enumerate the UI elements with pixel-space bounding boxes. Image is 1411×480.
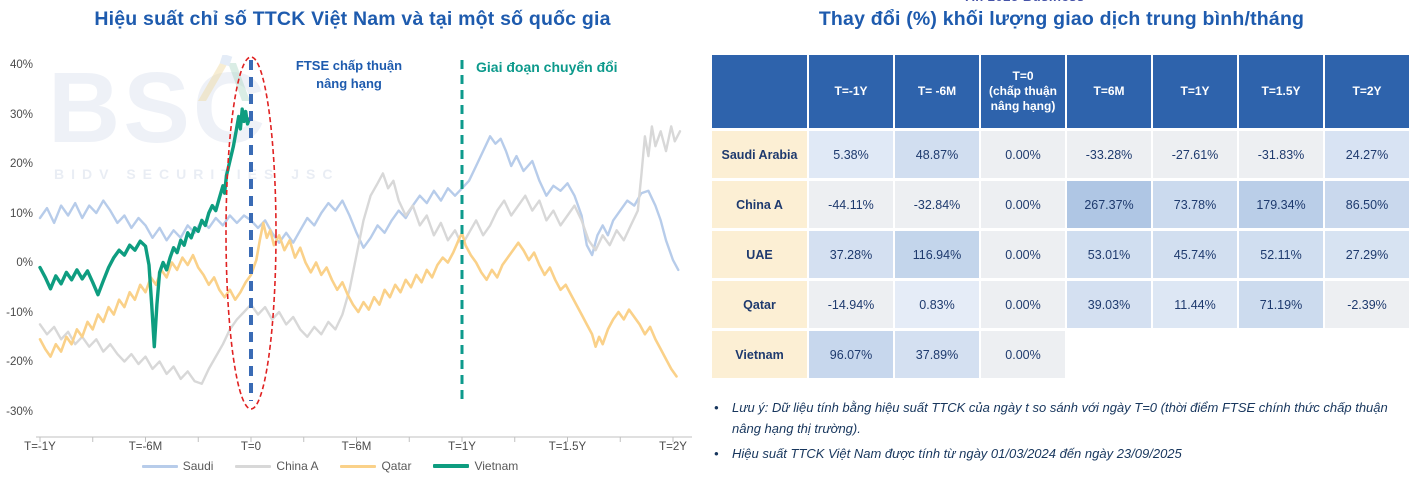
table-cell — [1239, 331, 1323, 378]
table-cell: 52.11% — [1239, 231, 1323, 278]
y-tick-label: 0% — [16, 257, 33, 269]
table-cell: 37.28% — [809, 231, 893, 278]
legend-swatch — [141, 464, 178, 468]
table-cell: 267.37% — [1067, 181, 1151, 228]
y-tick-label: 20% — [9, 158, 33, 170]
table-cell: 0.00% — [981, 181, 1065, 228]
bullet-icon: • — [714, 445, 719, 461]
table-cell: 0.00% — [981, 131, 1065, 178]
table-cell: 96.07% — [809, 331, 893, 378]
column-header: T= -6M — [895, 55, 979, 128]
legend-item-vietnam: Vietnam — [433, 459, 518, 473]
table-cell: -14.94% — [809, 281, 893, 328]
table-cell: -27.61% — [1153, 131, 1237, 178]
ftse-approval-annotation: FTSE chấp thuận nâng hạng — [295, 58, 403, 91]
y-tick-label: 30% — [9, 108, 33, 121]
table-cell: 86.50% — [1325, 181, 1409, 228]
x-tick-label: T=1.5Y — [548, 441, 587, 453]
legend-item-qatar: Qatar — [340, 459, 411, 473]
table-cell: 24.27% — [1325, 131, 1409, 178]
volume-table-panel: An 2025 Business Thay đổi (%) khối lượng… — [712, 0, 1411, 480]
table-cell: 0.83% — [895, 281, 979, 328]
table-cell: -32.84% — [895, 181, 979, 228]
table-cell: 116.94% — [895, 231, 979, 278]
legend-item-china-a: China A — [235, 459, 318, 473]
footnote: • Hiệu suất TTCK Việt Nam được tính từ ng… — [714, 444, 1404, 465]
table-cell: 179.34% — [1239, 181, 1323, 228]
cropped-header-text: An 2025 Business — [925, 0, 1125, 6]
table-cell: 45.74% — [1153, 231, 1237, 278]
footnote: • Lưu ý: Dữ liệu tính bằng hiệu suất TTCK… — [714, 398, 1404, 440]
table-title: Thay đổi (%) khối lượng giao dịch trung … — [818, 8, 1305, 30]
column-header: T=-1Y — [809, 55, 893, 128]
footnote-text: Hiệu suất TTCK Việt Nam được tính từ ngà… — [732, 445, 1182, 461]
column-header: T=6M — [1067, 55, 1151, 128]
table-cell: 53.01% — [1067, 231, 1151, 278]
highlight-ellipse — [225, 56, 277, 410]
table-cell: 39.03% — [1067, 281, 1151, 328]
table-cell: 71.19% — [1239, 281, 1323, 328]
row-label-saudi-arabia: Saudi Arabia — [712, 131, 807, 178]
y-tick-label: -30% — [6, 405, 33, 418]
footnotes: • Lưu ý: Dữ liệu tính bằng hiệu suất TTCK… — [714, 398, 1404, 468]
x-tick-label: T=6M — [341, 441, 372, 453]
x-tick-label: T=0 — [240, 441, 262, 453]
legend-label: China A — [276, 459, 319, 473]
column-header: T=1.5Y — [1239, 55, 1323, 128]
chart-legend: Saudi China A Qatar Vietnam — [0, 459, 680, 473]
performance-chart — [36, 56, 692, 442]
table-cell — [1153, 331, 1237, 378]
column-header: T=1Y — [1153, 55, 1237, 128]
performance-chart-panel: Hiệu suất chỉ số TTCK Việt Nam và tại mộ… — [0, 0, 705, 480]
y-tick-label: -10% — [6, 306, 33, 319]
y-tick-label: 40% — [9, 59, 33, 71]
legend-item-saudi: Saudi — [141, 459, 214, 473]
footnote-text: Lưu ý: Dữ liệu tính bằng hiệu suất TTCK … — [732, 400, 1388, 436]
table-cell: -33.28% — [1067, 131, 1151, 178]
bullet-icon: • — [714, 400, 719, 415]
column-header: T=2Y — [1325, 55, 1409, 128]
series-line-vietnam — [38, 107, 251, 349]
legend-swatch — [340, 464, 377, 468]
x-tick-label: T=2Y — [659, 441, 687, 453]
bsc-watermark: BSC — [48, 52, 269, 164]
table-cell — [1325, 331, 1409, 378]
legend-label: Saudi — [182, 459, 214, 473]
row-label-vietnam: Vietnam — [712, 331, 807, 378]
row-label-qatar: Qatar — [712, 281, 807, 328]
row-label-uae: UAE — [712, 231, 807, 278]
table-cell: -31.83% — [1239, 131, 1323, 178]
volume-change-table: T=-1Y T= -6M T=0 (chấp thuận nâng hạng) T=6… — [712, 55, 1409, 378]
legend-label: Qatar — [381, 459, 412, 473]
table-cell: 27.29% — [1325, 231, 1409, 278]
table-cell — [1067, 331, 1151, 378]
table-cell: 0.00% — [981, 331, 1065, 378]
legend-swatch — [235, 464, 272, 468]
table-cell: 0.00% — [981, 281, 1065, 328]
table-cell: 0.00% — [981, 231, 1065, 278]
row-label-china-a: China A — [712, 181, 807, 228]
bsc-logo-arrow-icon — [198, 55, 250, 101]
x-tick-label: T=-6M — [128, 441, 163, 453]
chart-title: Hiệu suất chỉ số TTCK Việt Nam và tại mộ… — [94, 8, 611, 30]
table-corner-cell — [712, 55, 807, 128]
y-tick-label: -20% — [6, 356, 33, 368]
table-cell: -44.11% — [809, 181, 893, 228]
table-cell: 37.89% — [895, 331, 979, 378]
legend-swatch — [433, 464, 470, 468]
table-cell: 73.78% — [1153, 181, 1237, 228]
column-header: T=0 (chấp thuận nâng hạng) — [981, 55, 1065, 128]
legend-label: Vietnam — [474, 459, 519, 473]
x-tick-label: T=1Y — [448, 441, 476, 453]
bsc-watermark-subtext: BIDV SECURITIES JSC — [54, 166, 340, 182]
transition-period-annotation: Giai đoạn chuyển đổi — [476, 59, 618, 75]
y-tick-label: 10% — [9, 207, 33, 220]
table-cell: 11.44% — [1153, 281, 1237, 328]
table-cell: 5.38% — [809, 131, 893, 178]
series-line-china-a — [38, 125, 682, 385]
table-cell: -2.39% — [1325, 281, 1409, 328]
table-cell: 48.87% — [895, 131, 979, 178]
x-tick-label: T=-1Y — [24, 441, 56, 453]
